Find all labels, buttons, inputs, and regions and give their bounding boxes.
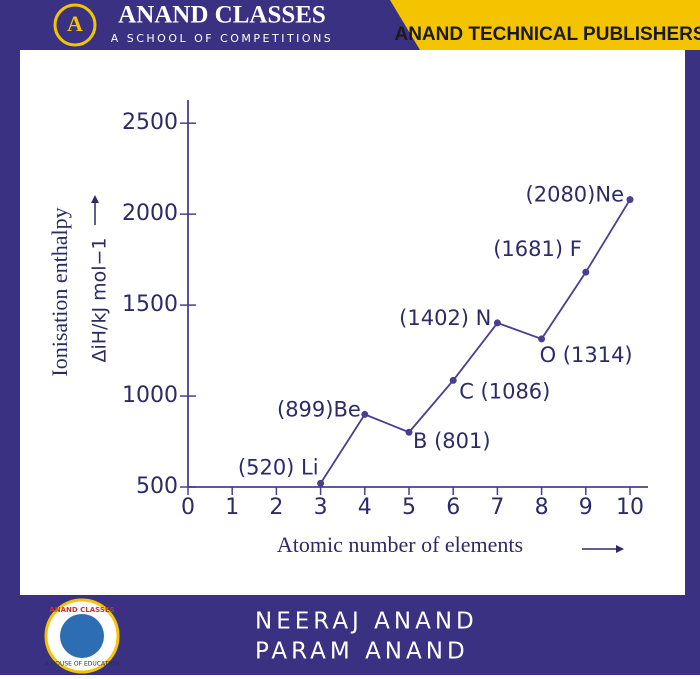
publisher: ANAND TECHNICAL PUBLISHERS: [394, 24, 700, 45]
tagline: A SCHOOL OF COMPETITIONS: [111, 32, 334, 45]
y-tick-label: 2000: [122, 201, 178, 226]
badge-top: ANAND CLASSES: [49, 606, 114, 614]
x-label: Atomic number of elements: [277, 532, 523, 557]
point: [626, 196, 634, 204]
x-tick-label: 3: [314, 495, 328, 520]
value-label: B (801): [413, 429, 491, 453]
value-label: (2080)Ne: [526, 183, 624, 207]
value-label: (1402) N: [399, 306, 491, 330]
author: NEERAJ ANAND: [255, 609, 478, 635]
x-tick-label: 1: [225, 495, 239, 520]
x-tick-label: 8: [535, 495, 549, 520]
y-tick-label: 500: [136, 474, 178, 499]
x-arrow-head: [616, 545, 624, 553]
line: [319, 199, 631, 484]
point: [582, 268, 590, 276]
value-label: (520) Li: [238, 455, 319, 479]
author: PARAM ANAND: [255, 639, 469, 665]
chart-area: [20, 50, 685, 595]
y-arrow-head: [91, 195, 99, 203]
logo-letter: A: [67, 11, 83, 36]
point: [493, 319, 501, 327]
point: [405, 428, 413, 436]
x-tick-label: 0: [181, 495, 195, 520]
y-tick-label: 2500: [122, 110, 178, 135]
value-label: (899)Be: [277, 397, 361, 421]
point: [317, 479, 325, 487]
badge-shield: [60, 614, 104, 658]
value-label: (1681) F: [493, 237, 582, 261]
value-label: O (1314): [540, 343, 633, 367]
point: [449, 376, 457, 384]
brand: ANAND CLASSES: [118, 2, 326, 29]
y-unit-label: ΔiH/kJ mol−1: [89, 237, 111, 362]
badge-bottom: A HOUSE OF EDUCATION: [45, 661, 120, 668]
x-tick-label: 4: [358, 495, 372, 520]
point: [538, 335, 546, 343]
y-tick-label: 1000: [122, 383, 178, 408]
y-label: Ionisation enthalpy: [47, 207, 72, 376]
x-tick-label: 6: [446, 495, 460, 520]
x-tick-label: 5: [402, 495, 416, 520]
plot: 500 1000 1500 2000 2500 0 1 2 3 4 5 6 7 8 9 10 (520) Li (…: [122, 100, 648, 520]
x-tick-label: 7: [490, 495, 504, 520]
x-tick-label: 2: [269, 495, 283, 520]
point: [361, 410, 369, 418]
value-label: C (1086): [459, 379, 550, 403]
logo: [53, 3, 97, 47]
x-tick-label: 9: [579, 495, 593, 520]
publisher-band: [390, 0, 700, 50]
x-tick-label: 10: [616, 495, 644, 520]
y-tick-label: 1500: [122, 292, 178, 317]
